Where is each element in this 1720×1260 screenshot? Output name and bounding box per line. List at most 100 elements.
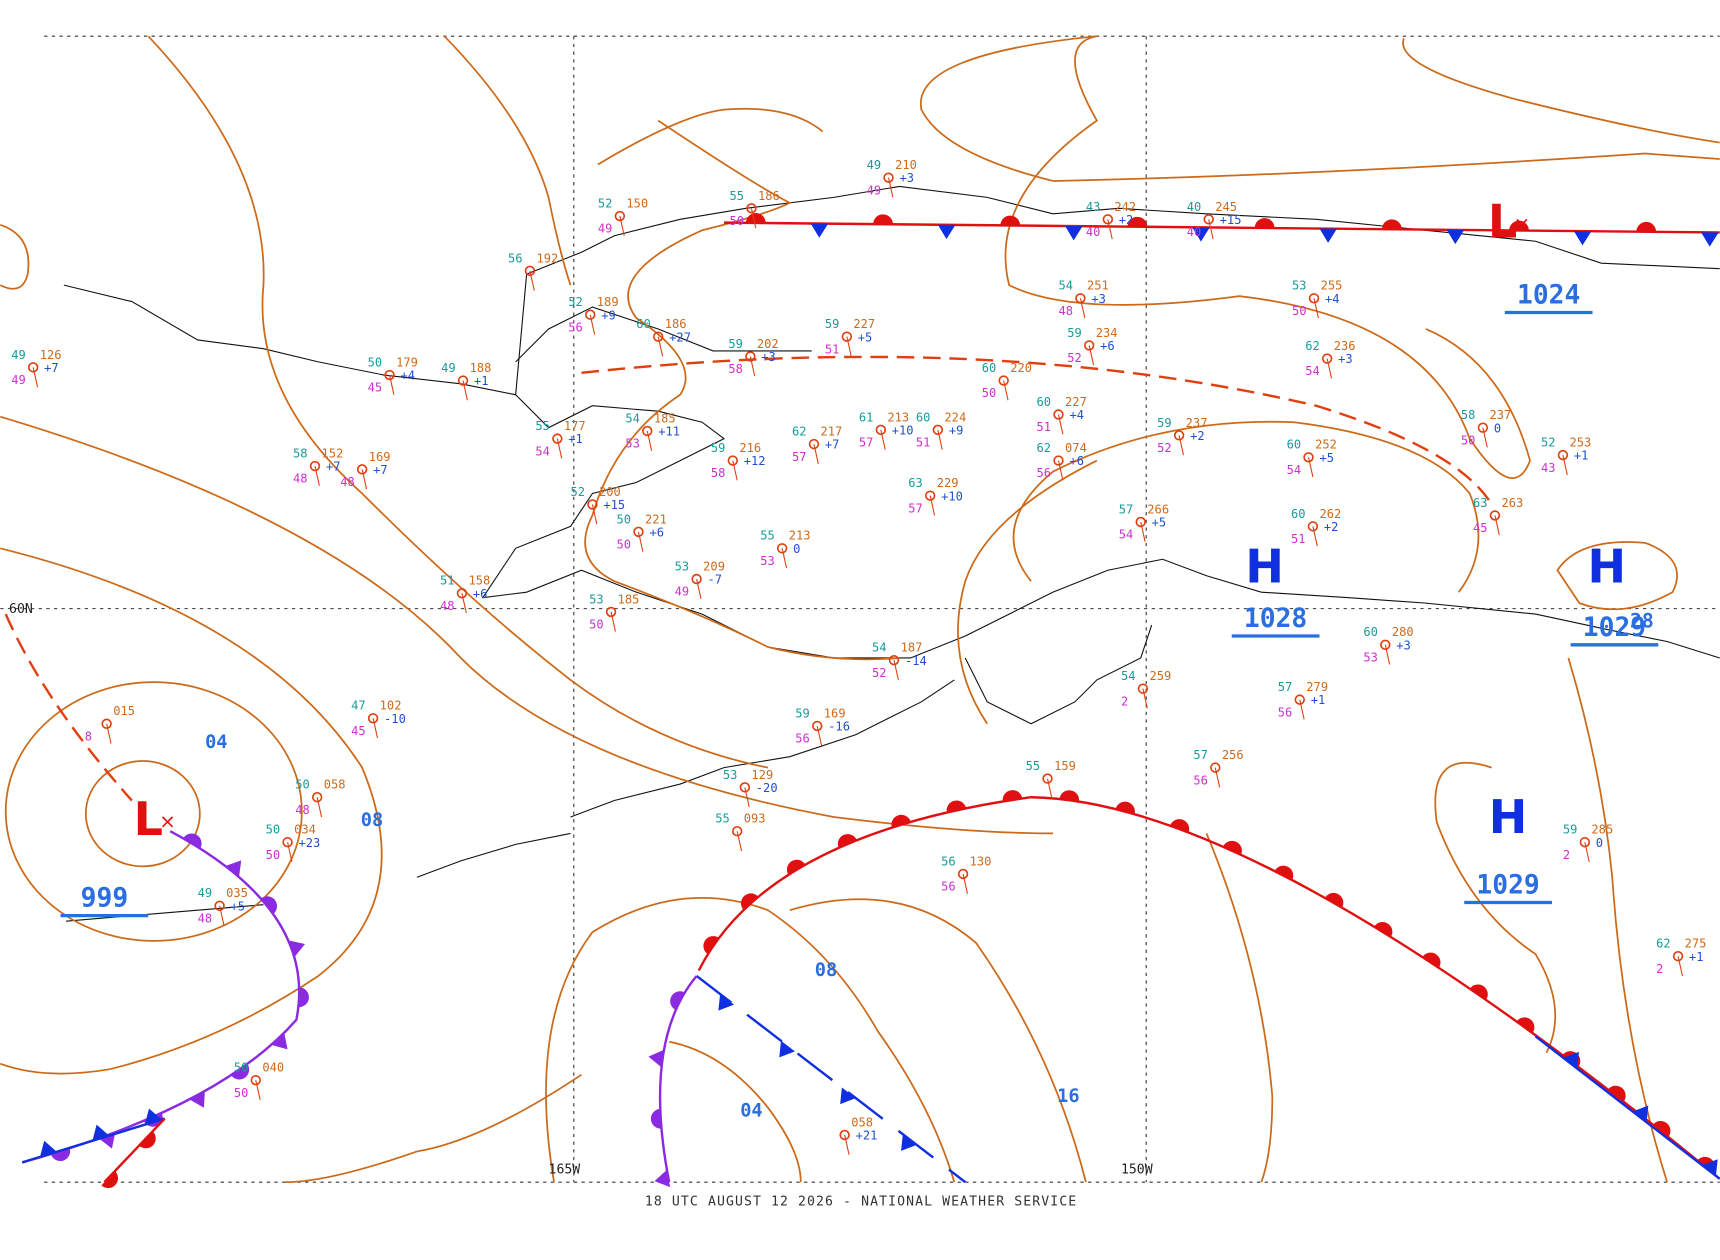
temperature: 50	[368, 355, 383, 369]
station-circle	[101, 718, 112, 729]
front-symbol	[648, 1049, 664, 1068]
wind-barb	[813, 444, 819, 464]
front-symbol	[1274, 865, 1294, 881]
pressure: 150	[626, 196, 648, 210]
temperature: 59	[711, 441, 726, 455]
wind-barb	[316, 797, 323, 818]
pressure: 229	[937, 476, 959, 490]
pressure-center-value: 1029	[1476, 871, 1539, 901]
front-symbol	[189, 1091, 205, 1108]
dewpoint: 57	[792, 450, 807, 464]
wind-barb	[1003, 380, 1009, 401]
station-circle	[875, 424, 887, 436]
station-circle	[1307, 521, 1319, 532]
dewpoint: 49	[675, 585, 690, 599]
station-circle	[731, 826, 743, 837]
temperature: 53	[1292, 279, 1307, 293]
front-symbol	[288, 940, 306, 958]
pressure: 213	[887, 410, 909, 424]
wind-barb	[750, 208, 757, 229]
front-symbol	[271, 1032, 288, 1050]
pressure: 255	[1321, 279, 1343, 293]
station-circle	[605, 606, 617, 618]
front-line	[697, 796, 1720, 1180]
pressure: 158	[469, 574, 491, 588]
dewpoint: 48	[340, 475, 355, 489]
temperature: 49	[867, 158, 882, 172]
temperature: 51	[440, 574, 455, 588]
station-circle	[1075, 293, 1086, 304]
front-symbol	[1701, 232, 1719, 247]
station-circle	[888, 654, 900, 666]
pressure-tendency: +5	[858, 330, 873, 344]
station-circle	[309, 460, 321, 472]
wind-barb	[314, 465, 320, 486]
pressure-center-value: 28	[1630, 609, 1654, 632]
station-circle	[367, 713, 379, 724]
temperature: 57	[1193, 748, 1208, 762]
station-circle	[932, 424, 944, 436]
temperature: 55	[715, 812, 730, 826]
pressure-center-value: 1028	[1244, 604, 1307, 634]
temperature: 57	[1119, 502, 1134, 516]
station-circle	[642, 425, 653, 437]
wind-barb	[1142, 688, 1148, 709]
dewpoint: 50	[1292, 304, 1307, 318]
front-symbol	[261, 896, 278, 914]
pressure: 221	[645, 512, 667, 526]
station-circle	[585, 309, 596, 320]
pressure: 188	[470, 361, 492, 375]
station-circle	[1380, 639, 1391, 651]
front-symbol	[1324, 892, 1344, 908]
pressure: 285	[1591, 823, 1613, 837]
pressure: 192	[537, 251, 559, 265]
pressure: 242	[1114, 200, 1136, 214]
front-symbol	[98, 1132, 116, 1149]
pressure-tendency: +5	[231, 899, 246, 913]
dewpoint: 8	[85, 729, 92, 743]
pressure-tendency: -14	[905, 654, 927, 668]
wind-barb	[1107, 219, 1113, 240]
pressure-tendency: +4	[1069, 408, 1084, 422]
dewpoint: 52	[872, 666, 887, 680]
station-circle	[839, 1129, 850, 1141]
dewpoint: 54	[535, 444, 550, 458]
station-circle	[745, 351, 756, 362]
wind-barb	[744, 787, 750, 808]
wind-barb	[1326, 358, 1333, 379]
low-center-mark: ×	[1514, 212, 1531, 235]
dewpoint: 56	[1037, 466, 1052, 480]
station-circle	[1557, 449, 1569, 461]
front-line	[581, 355, 1493, 506]
wind-barb	[1178, 435, 1185, 456]
temperature: 55	[760, 529, 775, 543]
pressure: 200	[599, 485, 621, 499]
pressure-tendency: +2	[1324, 520, 1339, 534]
front-symbol	[837, 834, 857, 848]
station-circle	[1102, 214, 1114, 225]
pressure: 179	[396, 355, 418, 369]
pressure-tendency: +3	[1091, 292, 1106, 306]
dewpoint: 52	[1067, 351, 1082, 365]
pressure: 159	[1054, 759, 1076, 773]
station-circle	[1053, 455, 1064, 466]
front-symbol	[1607, 1085, 1626, 1102]
wind-barb	[646, 430, 653, 451]
labels: 18 UTC AUGUST 12 2026 - NATIONAL WEATHER…	[9, 194, 1659, 1209]
front-symbol	[779, 1040, 795, 1058]
pressure-tendency: +6	[1100, 339, 1115, 353]
dewpoint: 50	[1461, 433, 1476, 447]
front-symbol	[1000, 215, 1021, 226]
pressure-center-symbol: H	[1489, 790, 1528, 844]
temperature: 60	[1291, 507, 1306, 521]
pressure: 275	[1685, 937, 1707, 951]
pressure-tendency: +4	[1325, 292, 1340, 306]
station-circle	[739, 782, 751, 793]
wind-barb	[589, 314, 596, 335]
isobar-label: 08	[815, 960, 837, 981]
pressure-tendency: +21	[856, 1129, 878, 1143]
front-symbol	[1469, 984, 1488, 1000]
isobar-label: 04	[205, 732, 227, 753]
dewpoint: 2	[1563, 848, 1570, 862]
pressure-center-value: 999	[81, 884, 128, 914]
